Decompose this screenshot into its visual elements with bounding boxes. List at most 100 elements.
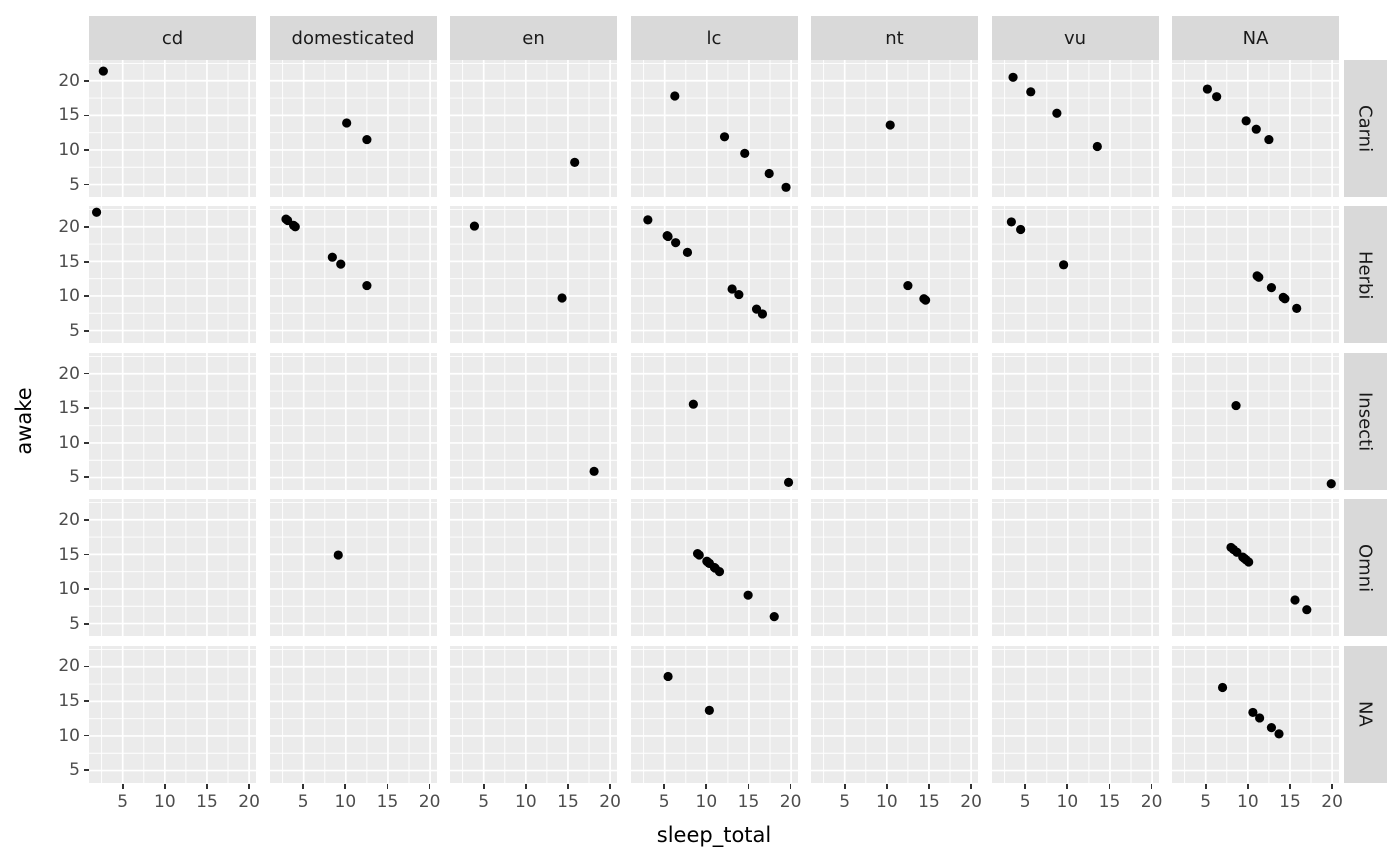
x-tick-mark bbox=[344, 783, 347, 789]
data-point bbox=[1280, 294, 1290, 304]
x-tick-mark bbox=[1331, 783, 1333, 789]
y-tick-mark bbox=[84, 476, 89, 479]
y-tick-label: 20 bbox=[58, 656, 80, 677]
x-tick-mark bbox=[1289, 783, 1291, 789]
facet-row-strip-NA: NA bbox=[1343, 645, 1387, 783]
facet-panel-Omni-vu bbox=[991, 499, 1159, 637]
data-point bbox=[327, 252, 337, 263]
x-tick-label: 20 bbox=[779, 791, 802, 812]
facet-panel-Insecti-en bbox=[450, 352, 617, 490]
x-tick-mark bbox=[567, 783, 569, 789]
data-point bbox=[361, 281, 371, 291]
data-point bbox=[1006, 217, 1016, 227]
facet-panel-Carni-lc bbox=[630, 60, 798, 197]
y-tick-label: 5 bbox=[69, 613, 80, 634]
data-point bbox=[1326, 478, 1336, 489]
y-tick-label: 5 bbox=[69, 467, 80, 488]
data-point bbox=[570, 157, 580, 168]
x-axis-title: sleep_total bbox=[656, 823, 772, 847]
y-tick-mark bbox=[84, 79, 89, 82]
facet-panel-Carni-vu bbox=[991, 60, 1159, 197]
data-point bbox=[557, 293, 567, 304]
facet-panel-Carni-en bbox=[450, 60, 617, 197]
x-tick-label: 5 bbox=[839, 791, 851, 812]
x-tick-mark bbox=[747, 783, 750, 789]
facet-panel-NA-NA bbox=[1172, 645, 1339, 783]
facet-column-strip-NA: NA bbox=[1172, 16, 1339, 60]
data-point bbox=[739, 148, 749, 159]
data-point bbox=[1051, 108, 1061, 118]
y-tick-label: 10 bbox=[58, 286, 80, 307]
x-tick-mark bbox=[1024, 783, 1027, 789]
x-tick-mark bbox=[609, 783, 611, 789]
y-tick-label: 10 bbox=[58, 139, 80, 160]
facet-column-strip-nt: nt bbox=[811, 16, 978, 60]
facet-panel-Herbi-en bbox=[450, 206, 617, 344]
x-tick-mark bbox=[928, 783, 930, 789]
y-tick-mark bbox=[84, 183, 89, 186]
facet-column-strip-label: cd bbox=[161, 27, 184, 49]
data-point bbox=[1092, 141, 1102, 152]
y-tick-label: 10 bbox=[58, 579, 80, 600]
facet-panel-Omni-cd bbox=[89, 499, 256, 637]
facet-panel-Herbi-domesticated bbox=[269, 206, 437, 344]
x-tick-label: 20 bbox=[238, 791, 260, 812]
data-point bbox=[1015, 225, 1025, 235]
data-point bbox=[1212, 92, 1222, 102]
data-point bbox=[714, 567, 724, 577]
x-tick-label: 5 bbox=[297, 791, 309, 812]
x-tick-mark bbox=[1246, 783, 1249, 789]
x-tick-mark bbox=[428, 783, 431, 789]
facet-panel-Insecti-nt bbox=[811, 352, 978, 490]
x-tick-label: 10 bbox=[154, 791, 176, 812]
y-tick-label: 20 bbox=[58, 363, 80, 384]
data-point bbox=[1202, 84, 1212, 94]
x-tick-mark bbox=[1066, 783, 1069, 789]
facet-panel-Omni-nt bbox=[811, 499, 978, 637]
facet-panel-NA-vu bbox=[991, 645, 1159, 783]
data-point bbox=[920, 295, 931, 306]
x-tick-mark bbox=[663, 783, 666, 789]
data-point bbox=[1274, 728, 1284, 739]
facet-panel-Insecti-lc bbox=[630, 352, 798, 490]
facet-panel-Insecti-NA bbox=[1172, 352, 1339, 490]
facet-panel-Omni-en bbox=[450, 499, 617, 637]
facet-panel-Omni-domesticated bbox=[269, 499, 437, 637]
x-tick-mark bbox=[482, 783, 485, 789]
y-tick-mark bbox=[84, 372, 89, 375]
data-point bbox=[1266, 722, 1277, 732]
facet-row-strip-label: Insecti bbox=[1354, 391, 1376, 451]
data-point bbox=[1217, 682, 1228, 692]
x-tick-label: 20 bbox=[1140, 791, 1163, 812]
data-point bbox=[662, 671, 673, 681]
y-tick-mark bbox=[84, 700, 89, 702]
facet-panel-Herbi-cd bbox=[89, 206, 256, 344]
y-tick-mark bbox=[84, 330, 89, 332]
x-tick-label: 5 bbox=[1019, 791, 1031, 812]
x-tick-mark bbox=[1108, 783, 1111, 789]
x-tick-label: 10 bbox=[1237, 791, 1259, 812]
data-point bbox=[361, 134, 371, 145]
y-tick-mark bbox=[84, 441, 89, 444]
y-tick-mark bbox=[84, 734, 89, 737]
facet-panel-NA-nt bbox=[811, 645, 978, 783]
facet-panel-Carni-cd bbox=[89, 60, 256, 197]
facet-column-strip-label: nt bbox=[885, 27, 904, 49]
facet-row-strip-Carni: Carni bbox=[1343, 60, 1387, 197]
y-tick-mark bbox=[84, 588, 89, 590]
facet-panel-NA-domesticated bbox=[269, 645, 437, 783]
facet-row-strip-label: Omni bbox=[1354, 543, 1376, 592]
data-point bbox=[903, 281, 913, 291]
y-tick-mark bbox=[84, 665, 89, 668]
x-tick-label: 15 bbox=[1098, 791, 1121, 812]
data-point bbox=[764, 168, 774, 179]
data-point bbox=[769, 612, 779, 622]
data-point bbox=[783, 477, 793, 487]
data-point bbox=[670, 238, 680, 248]
data-point bbox=[290, 222, 300, 232]
x-tick-mark bbox=[705, 783, 708, 789]
x-tick-mark bbox=[248, 783, 250, 789]
facet-panel-Insecti-vu bbox=[991, 352, 1159, 490]
data-point bbox=[1254, 273, 1264, 283]
x-tick-label: 10 bbox=[515, 791, 537, 812]
